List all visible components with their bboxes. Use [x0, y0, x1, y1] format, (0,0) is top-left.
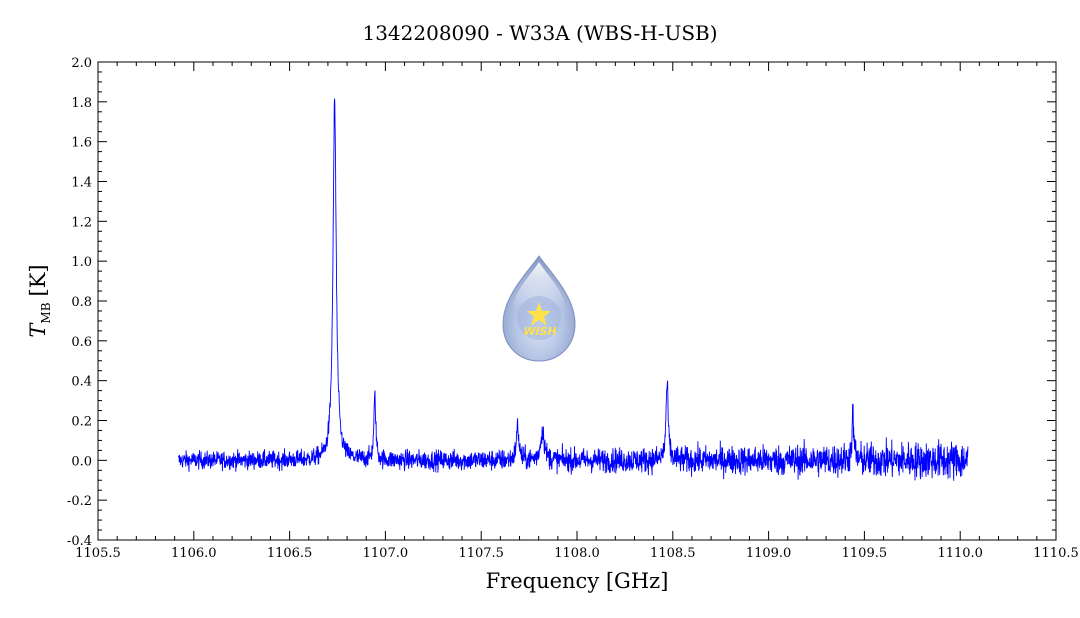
y-tick-label: 2.0 — [71, 56, 92, 71]
y-axis-ticks: -0.4 -0.2 0.0 0.2 0.4 0.6 0.8 1.0 1.2 1.4 1.6 1.8 2.… — [67, 56, 1056, 549]
wish-logo: WISH — [502, 255, 576, 362]
y-axis-unit: [K] — [26, 264, 50, 296]
y-tick-label: -0.2 — [67, 494, 92, 509]
logo-text: WISH — [523, 325, 556, 338]
chart-title: 1342208090 - W33A (WBS-H-USB) — [362, 21, 717, 45]
y-tick-label: 1.4 — [71, 176, 92, 191]
y-tick-label: 1.2 — [71, 215, 92, 230]
star-icon — [527, 302, 551, 326]
x-axis-ticks: 1105.5 1106.0 1106.5 1107.0 1107.5 1108.0 1108… — [75, 62, 1079, 561]
x-tick-label: 1109.5 — [842, 546, 888, 561]
y-axis-symbol: T — [26, 322, 50, 338]
x-tick-label: 1108.5 — [650, 546, 696, 561]
x-tick-label: 1110.5 — [1033, 546, 1079, 561]
y-axis-label: TMB [K] — [26, 264, 53, 337]
x-tick-label: 1107.0 — [363, 546, 409, 561]
y-tick-label: 0.4 — [71, 375, 92, 390]
y-tick-label: 0.0 — [71, 454, 92, 469]
y-tick-label: 1.8 — [71, 96, 92, 111]
spectrum-series-line — [178, 98, 969, 481]
svg-text:TMB[K]: TMB [K] — [26, 264, 53, 337]
x-tick-label: 1105.5 — [75, 546, 121, 561]
x-tick-label: 1107.5 — [458, 546, 504, 561]
y-tick-label: 0.6 — [71, 335, 92, 350]
x-tick-label: 1108.0 — [554, 546, 600, 561]
x-tick-label: 1110.0 — [937, 546, 983, 561]
x-tick-label: 1106.0 — [171, 546, 217, 561]
y-axis-subscript: MB — [39, 302, 53, 323]
y-tick-label: 0.2 — [71, 415, 92, 430]
y-tick-label: 1.6 — [71, 136, 92, 151]
y-tick-label: 0.8 — [71, 295, 92, 310]
x-axis-label: Frequency [GHz] — [486, 569, 669, 593]
x-tick-label: 1106.5 — [267, 546, 313, 561]
y-tick-label: -0.4 — [67, 534, 92, 549]
y-tick-label: 1.0 — [71, 255, 92, 270]
x-tick-label: 1109.0 — [746, 546, 792, 561]
